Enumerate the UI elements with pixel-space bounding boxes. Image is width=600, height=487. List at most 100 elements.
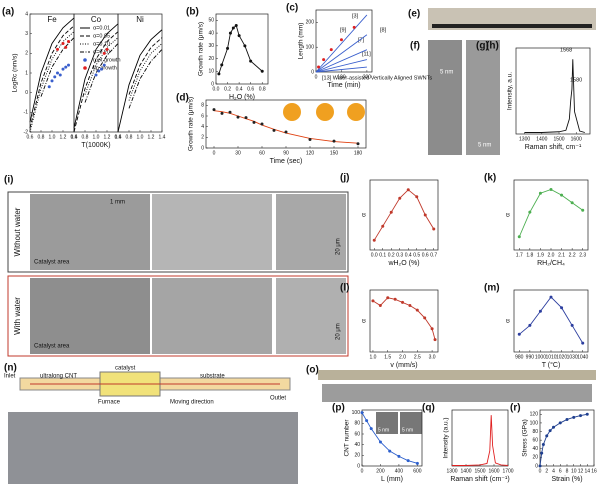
photo — [466, 40, 500, 155]
data-point — [528, 323, 532, 327]
y-axis-label: Intensity (a.u.) — [443, 417, 450, 458]
x-tick-label: 0.0 — [213, 86, 220, 92]
y-axis-label: α — [505, 213, 512, 217]
plot-frame — [513, 289, 589, 353]
data-point — [329, 48, 333, 52]
y-tick-label: 20 — [532, 455, 538, 461]
panel-label: (p) — [332, 403, 345, 414]
x-axis-label: Raman shift (cm⁻¹) — [450, 476, 509, 483]
data-point — [549, 187, 553, 191]
panel-label: (i) — [4, 175, 13, 186]
photo — [322, 384, 592, 402]
x-tick-label: 1.5 — [384, 354, 391, 360]
setup-label: Moving direction — [170, 400, 214, 406]
data-point — [64, 65, 68, 69]
data-point — [67, 40, 70, 44]
y-tick-label: 80 — [532, 429, 538, 435]
scale-label: 5 nm — [440, 70, 453, 76]
scale-label: 20 μm — [336, 323, 342, 340]
panel-label: (o) — [306, 365, 319, 376]
x-tick-label: 0.4 — [236, 86, 243, 92]
data-point — [581, 208, 585, 212]
x-tick-label: 0.1 — [379, 252, 386, 258]
area-label: Catalyst area — [34, 260, 70, 266]
x-tick-label: 400 — [395, 468, 404, 474]
x-tick-label: 200 — [376, 468, 385, 474]
series-line — [84, 37, 119, 95]
series-line — [315, 59, 368, 73]
y-axis-label: α — [505, 319, 512, 323]
x-tick-label: 0.8 — [259, 86, 266, 92]
y-tick-label: 0 — [201, 145, 204, 151]
x-tick-label: 100 — [337, 74, 346, 80]
y-tick-label: 20 — [208, 56, 214, 62]
y-tick-label: 0 — [311, 69, 314, 75]
y-tick-label: 0 — [357, 463, 360, 469]
x-tick-label: 1030 — [567, 354, 578, 360]
y-axis-label: Stress (GPa) — [522, 419, 529, 457]
x-tick-label: 1.7 — [516, 252, 523, 258]
data-point — [317, 65, 321, 69]
panel-label: (q) — [422, 403, 435, 414]
data-point — [388, 449, 392, 453]
series-line — [84, 43, 119, 103]
panel-label: (a) — [2, 7, 14, 18]
frame — [7, 191, 349, 273]
data-point — [581, 341, 585, 345]
plot-frame — [369, 179, 439, 251]
y-tick-label: 40 — [532, 446, 538, 452]
data-point — [528, 210, 532, 214]
data-point — [572, 415, 576, 419]
data-point — [560, 306, 564, 310]
y-axis-label: LogRc (nm/s) — [12, 53, 19, 92]
data-point — [570, 201, 574, 205]
y-tick-label: 120 — [530, 412, 539, 418]
row-label: With water — [13, 297, 22, 335]
x-tick-label: 0.8 — [82, 134, 89, 140]
x-tick-label: 4 — [552, 468, 555, 474]
plot-frame — [451, 409, 509, 467]
series-line — [518, 296, 584, 344]
data-point — [53, 75, 57, 79]
x-tick-label: 1700 — [502, 468, 513, 474]
cartoon — [316, 103, 334, 121]
data-point — [365, 419, 369, 423]
photo — [8, 412, 298, 484]
series-line — [315, 66, 367, 73]
data-point — [401, 300, 405, 304]
y-tick-label: 200 — [306, 20, 315, 26]
data-point — [378, 304, 382, 307]
y-axis-label: CNT number — [344, 419, 351, 457]
panel-label: (h) — [486, 41, 499, 52]
x-tick-label: 12 — [578, 468, 584, 474]
plot-frame — [369, 289, 439, 353]
cartoon — [283, 103, 301, 121]
x-tick-label: 120 — [306, 150, 315, 156]
data-point — [381, 224, 385, 228]
data-point — [415, 195, 419, 199]
panel-label: (f) — [410, 41, 420, 52]
panel-label: (r) — [510, 403, 521, 414]
data-point — [50, 79, 54, 83]
y-tick-label: 20 — [354, 453, 360, 459]
x-axis-label: Strain (%) — [551, 476, 582, 483]
data-point — [237, 34, 241, 38]
data-point — [517, 235, 521, 239]
y-tick-label: 100 — [306, 45, 315, 51]
x-axis-label: T(1000K) — [81, 142, 110, 149]
x-tick-label: 0.6 — [422, 252, 429, 258]
plot-frame — [315, 9, 373, 73]
panel-label: (n) — [4, 363, 17, 374]
legend-label: root growth — [93, 57, 121, 63]
data-point — [56, 71, 59, 75]
y-axis-label: Length (mm) — [298, 23, 305, 60]
x-tick-label: 1.8 — [526, 252, 533, 258]
data-point — [61, 67, 65, 71]
data-point — [284, 130, 288, 134]
data-point — [433, 338, 437, 342]
x-tick-label: 1500 — [474, 468, 485, 474]
data-point — [378, 440, 382, 444]
data-point — [228, 110, 232, 114]
x-tick-label: 1.2 — [148, 134, 155, 140]
y-tick-label: 2 — [201, 135, 204, 141]
